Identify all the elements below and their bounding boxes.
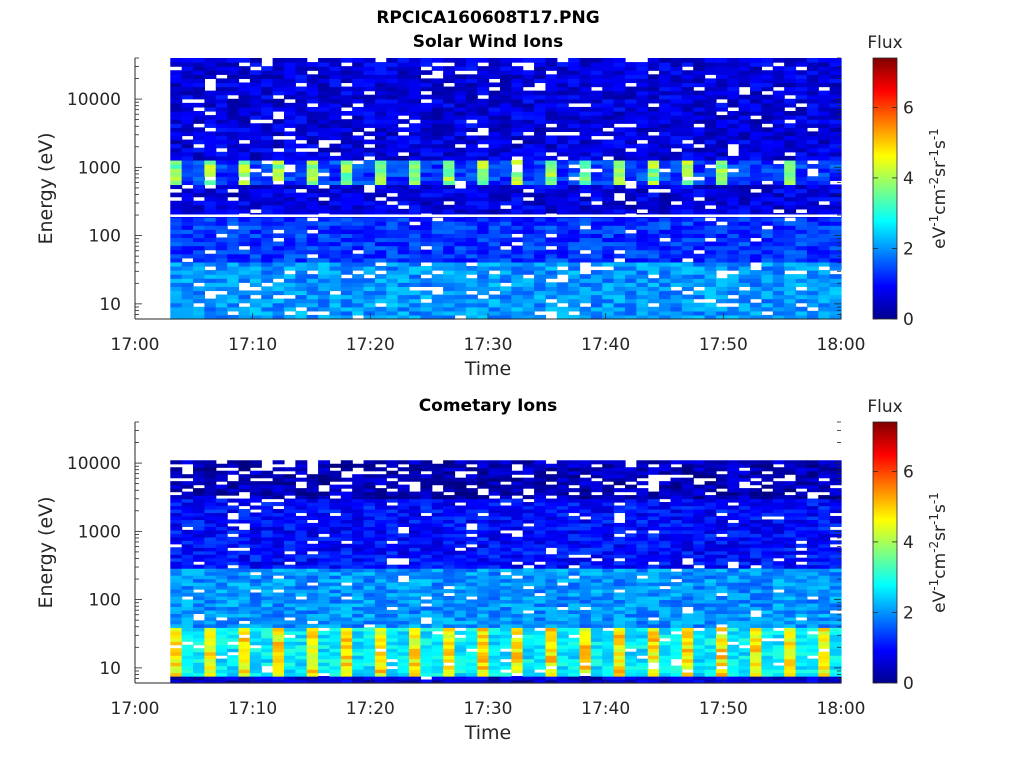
y-tick-label-1: 10 <box>99 295 121 315</box>
x-tick-label-1: 17:00 <box>111 335 160 355</box>
x-tick-label-1: 18:00 <box>817 335 866 355</box>
y-tick-label-1: 1000 <box>78 158 121 178</box>
x-tick-label-2: 17:20 <box>346 699 395 719</box>
x-axis-label-2: Time <box>464 722 512 744</box>
y-tick-label-1: 100 <box>89 227 121 247</box>
spectrogram-2-cells <box>170 460 842 684</box>
colorbar-tick-label-2: 0 <box>903 674 914 694</box>
colorbar-tick-label-2: 2 <box>903 603 914 623</box>
colorbar-tick-label-2: 6 <box>903 462 914 482</box>
y-tick-label-2: 10 <box>99 659 121 679</box>
colorbar-1 <box>872 57 898 320</box>
x-tick-label-1: 17:40 <box>581 335 630 355</box>
x-tick-label-2: 17:30 <box>464 699 513 719</box>
panel-2-title: Cometary Ions <box>418 396 558 416</box>
figure-title: RPCICA160608T17.PNG <box>376 8 600 28</box>
x-tick-label-2: 17:00 <box>111 699 160 719</box>
x-axis-label-1: Time <box>464 358 512 380</box>
x-tick-label-2: 17:40 <box>581 699 630 719</box>
y-axis-label-2: Energy (eV) <box>35 496 57 608</box>
colorbar-tick-label-1: 2 <box>903 239 914 259</box>
colorbar-tick-label-2: 4 <box>903 533 914 553</box>
x-tick-label-2: 17:10 <box>228 699 277 719</box>
colorbar-tick-label-1: 4 <box>903 169 914 189</box>
colorbar-title-2: Flux <box>867 397 902 417</box>
y-tick-label-1: 10000 <box>67 90 121 110</box>
colorbar-tick-label-1: 0 <box>903 310 914 330</box>
y-axis-label-1: Energy (eV) <box>35 132 57 244</box>
x-tick-label-2: 18:00 <box>817 699 866 719</box>
x-tick-label-1: 17:20 <box>346 335 395 355</box>
x-tick-label-1: 17:30 <box>464 335 513 355</box>
y-tick-label-2: 10000 <box>67 454 121 474</box>
x-tick-label-1: 17:10 <box>228 335 277 355</box>
panel-1-title: Solar Wind Ions <box>412 32 564 52</box>
colorbar-tick-label-1: 6 <box>903 98 914 118</box>
colorbar-title-1: Flux <box>867 33 902 53</box>
spectrogram-1-cells <box>170 58 842 320</box>
colorbar-2 <box>872 421 898 684</box>
x-tick-label-2: 17:50 <box>699 699 748 719</box>
y-tick-label-2: 100 <box>89 591 121 611</box>
colorbar-units-label-1: eV-1cm-2sr-1s-1 <box>927 128 950 249</box>
colorbar-units-label-2: eV-1cm-2sr-1s-1 <box>927 492 950 613</box>
y-tick-label-2: 1000 <box>78 522 121 542</box>
x-tick-label-1: 17:50 <box>699 335 748 355</box>
